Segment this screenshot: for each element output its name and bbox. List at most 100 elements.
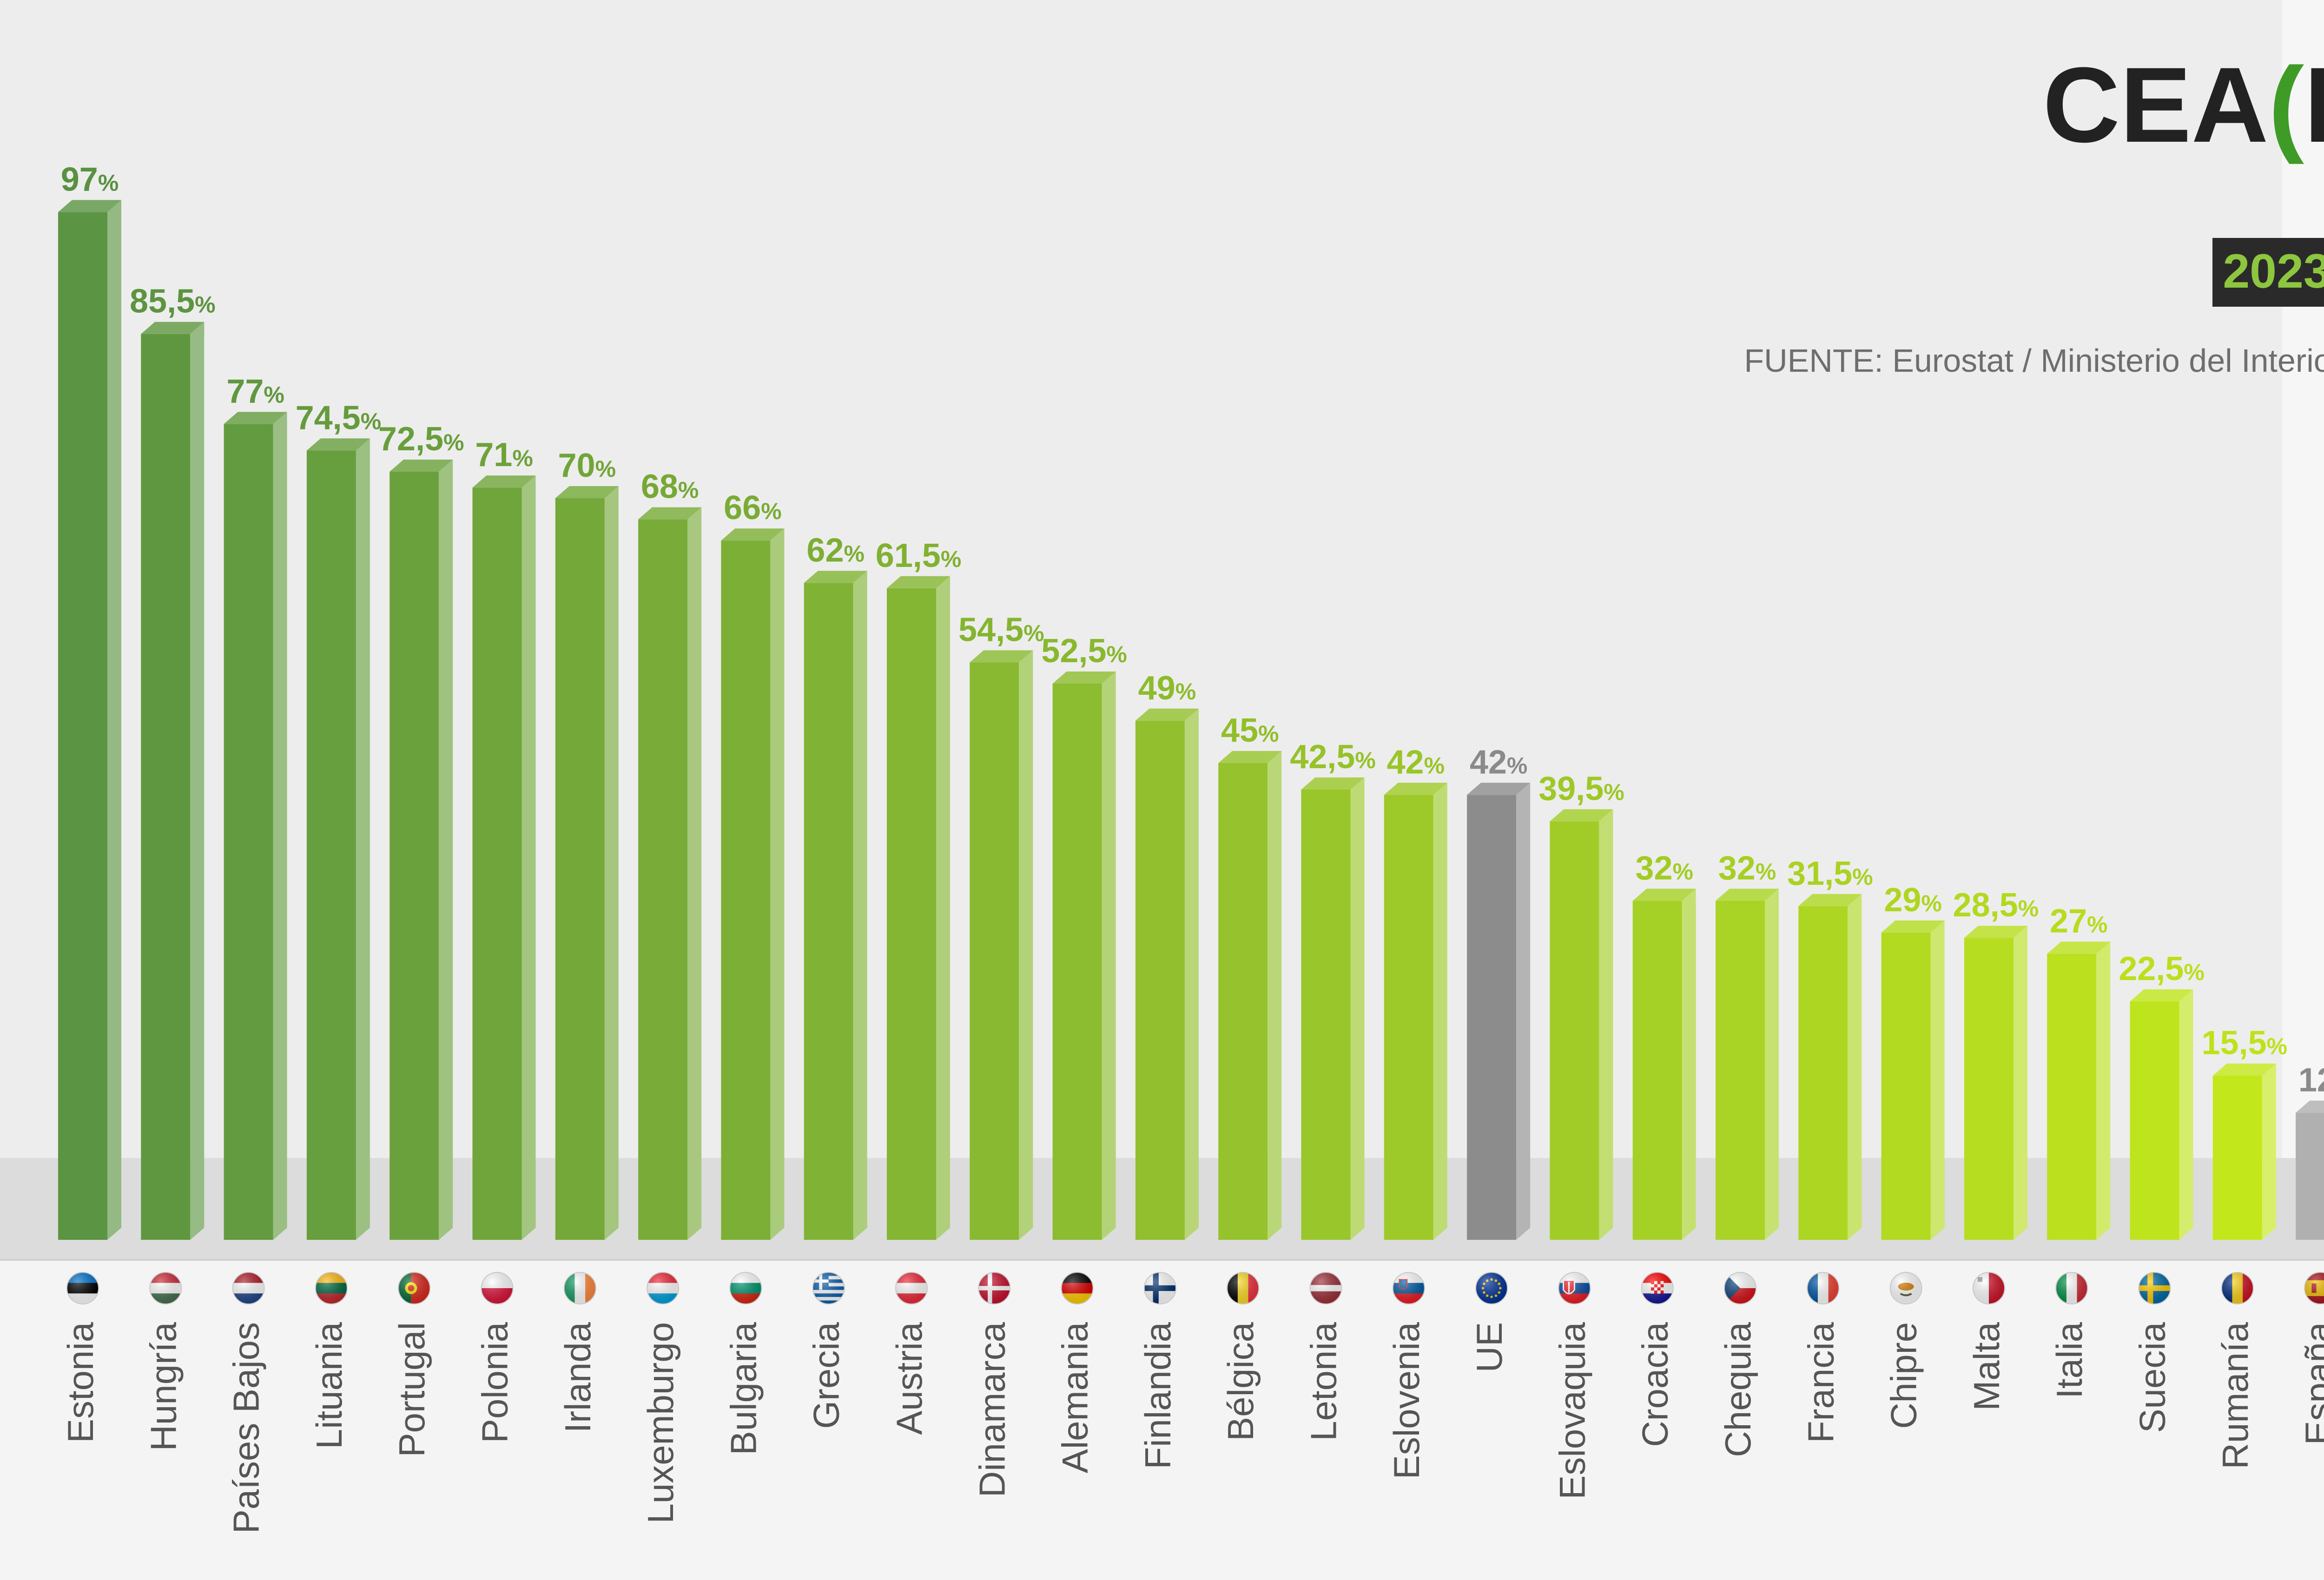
bar-side <box>687 507 702 1240</box>
bar-portugal <box>390 460 453 1240</box>
netherlands-flag-icon <box>232 1272 265 1304</box>
bar-top <box>804 571 867 583</box>
bar-top <box>2296 1100 2324 1113</box>
bar-top <box>58 200 121 212</box>
bar-bulgaria <box>721 528 785 1240</box>
germany-flag-icon <box>1061 1272 1094 1304</box>
country-label-estonia: Estonia <box>60 1322 101 1443</box>
bars-group: 97% 85,5% 77% 74,5%72,5% 71% 70% 68% 66% 62% 61,5… <box>58 161 2324 1240</box>
bar-belgica <box>1218 751 1282 1240</box>
portugal-flag-icon <box>398 1272 431 1304</box>
slovenia-flag-icon <box>1392 1272 1425 1304</box>
value-label-italia: 27% <box>2050 902 2108 940</box>
country-label-finlandia: Finlandia <box>1137 1322 1178 1469</box>
value-label-eslovenia: 42% <box>1387 744 1445 781</box>
country-label-irlanda: Irlanda <box>557 1322 598 1433</box>
country-label-polonia: Polonia <box>475 1322 515 1443</box>
country-label-croacia: Croacia <box>1635 1322 1676 1447</box>
value-label-francia: 31,5% <box>1787 855 1873 892</box>
value-label-estonia: 97% <box>61 161 119 198</box>
bar-side <box>1268 751 1282 1240</box>
croatia-flag-icon <box>1641 1272 1674 1304</box>
bar-top <box>1052 672 1116 684</box>
bar-austria <box>887 576 950 1240</box>
bar-side <box>1184 708 1199 1240</box>
bar-front <box>1135 720 1185 1240</box>
bar-finlandia <box>1135 708 1199 1240</box>
eu-flag-icon <box>1475 1272 1508 1304</box>
latvia-flag-icon <box>1309 1272 1342 1304</box>
right-margin-panel <box>2282 0 2324 1259</box>
bar-side <box>1516 783 1531 1240</box>
bar-side <box>1599 809 1613 1240</box>
bar-side <box>936 576 950 1240</box>
bar-letonia <box>1301 777 1365 1240</box>
value-label-dinamarca: 54,5% <box>958 611 1044 648</box>
bar-top <box>970 650 1033 663</box>
bar-top <box>638 507 702 520</box>
country-label-paises-bajos: Países Bajos <box>226 1322 267 1534</box>
bar-front <box>141 334 191 1240</box>
bar-front <box>1052 684 1102 1240</box>
bar-top <box>1218 751 1282 763</box>
bar-ue <box>1467 783 1531 1240</box>
country-label-austria: Austria <box>889 1322 930 1435</box>
logo-letter: R <box>2304 45 2324 165</box>
luxembourg-flag-icon <box>647 1272 680 1304</box>
country-label-alemania: Alemania <box>1055 1322 1096 1473</box>
bar-chequia <box>1716 889 1779 1240</box>
bar-front <box>1632 901 1682 1240</box>
bar-side <box>853 571 867 1240</box>
bar-malta <box>1964 926 2027 1240</box>
country-label-hungria: Hungría <box>143 1322 184 1451</box>
bar-side <box>604 486 619 1240</box>
bar-francia <box>1798 894 1862 1240</box>
bar-front <box>804 583 853 1240</box>
bar-top <box>141 322 205 334</box>
bar-top <box>390 460 453 472</box>
bar-top <box>1467 783 1531 795</box>
bar-front <box>2296 1113 2324 1240</box>
bar-front <box>555 498 605 1240</box>
bar-estonia <box>58 200 121 1240</box>
bar-front <box>1301 790 1351 1240</box>
bar-front <box>887 588 936 1240</box>
bar-front <box>306 450 356 1240</box>
country-label-malta: Malta <box>1966 1322 2007 1410</box>
bar-top <box>1716 889 1779 901</box>
bar-front <box>2212 1075 2262 1240</box>
bar-side <box>273 412 287 1240</box>
bar-top <box>721 528 785 541</box>
cyprus-flag-icon <box>1889 1272 1922 1304</box>
bar-front <box>1384 795 1433 1240</box>
france-flag-icon <box>1807 1272 1840 1304</box>
slovakia-flag-icon <box>1558 1272 1591 1304</box>
bar-lituania <box>306 438 370 1240</box>
logo-bracket-open: ( <box>2269 45 2304 165</box>
bar-top <box>1550 809 1613 822</box>
bar-side <box>2179 989 2193 1240</box>
bar-irlanda <box>555 486 619 1240</box>
bar-grecia <box>804 571 867 1240</box>
bar-side <box>2013 926 2027 1240</box>
bar-eslovenia <box>1384 783 1447 1240</box>
bar-front <box>472 487 522 1240</box>
bar-eslovaquia <box>1550 809 1613 1240</box>
bar-side <box>1848 894 1862 1240</box>
country-label-bulgaria: Bulgaria <box>723 1322 764 1455</box>
bar-front <box>58 212 107 1240</box>
bar-side <box>1765 889 1779 1240</box>
value-label-chipre: 29% <box>1884 882 1942 919</box>
country-label-espana: España <box>2298 1322 2324 1445</box>
bar-espana <box>2296 1100 2324 1240</box>
bar-side <box>1102 672 1116 1240</box>
value-label-bulgaria: 66% <box>724 489 782 527</box>
bar-croacia <box>1632 889 1696 1240</box>
denmark-flag-icon <box>978 1272 1011 1304</box>
value-label-alemania: 52,5% <box>1041 632 1127 670</box>
bar-front <box>1798 906 1848 1240</box>
romania-flag-icon <box>2221 1272 2254 1304</box>
value-label-croacia: 32% <box>1635 849 1693 887</box>
bar-front <box>224 424 273 1240</box>
